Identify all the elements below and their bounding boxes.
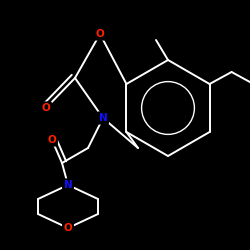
Text: O: O	[64, 223, 72, 233]
Text: N: N	[64, 180, 72, 190]
Text: O: O	[42, 103, 50, 113]
Text: N: N	[98, 113, 108, 123]
Text: O: O	[48, 135, 56, 145]
Text: O: O	[96, 29, 104, 39]
